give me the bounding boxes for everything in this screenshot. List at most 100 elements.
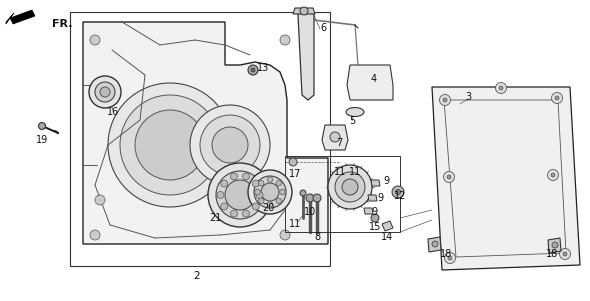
Circle shape xyxy=(267,202,273,207)
Circle shape xyxy=(563,252,567,256)
Circle shape xyxy=(280,230,290,240)
Text: 7: 7 xyxy=(336,138,342,148)
Circle shape xyxy=(306,194,314,202)
Circle shape xyxy=(89,76,121,108)
Circle shape xyxy=(448,256,452,260)
Circle shape xyxy=(395,190,401,194)
Polygon shape xyxy=(428,237,441,252)
Text: 19: 19 xyxy=(36,135,48,145)
Circle shape xyxy=(248,65,258,75)
Circle shape xyxy=(100,87,110,97)
Bar xyxy=(70,12,330,266)
Polygon shape xyxy=(364,208,373,214)
Circle shape xyxy=(108,83,232,207)
Circle shape xyxy=(120,95,220,195)
Circle shape xyxy=(90,35,100,45)
Circle shape xyxy=(231,173,237,180)
Circle shape xyxy=(551,173,555,177)
Polygon shape xyxy=(347,65,393,100)
Circle shape xyxy=(190,105,270,185)
Circle shape xyxy=(221,180,228,187)
Text: 17: 17 xyxy=(289,169,301,179)
Circle shape xyxy=(95,195,105,205)
Text: 20: 20 xyxy=(262,203,274,213)
Text: 18: 18 xyxy=(440,249,452,259)
Text: 11: 11 xyxy=(334,167,346,177)
Polygon shape xyxy=(382,221,393,231)
Text: 9: 9 xyxy=(383,176,389,186)
Polygon shape xyxy=(83,22,328,244)
Circle shape xyxy=(212,127,248,163)
Circle shape xyxy=(559,249,571,259)
Circle shape xyxy=(328,165,372,209)
Circle shape xyxy=(548,169,559,181)
Ellipse shape xyxy=(346,107,364,116)
Circle shape xyxy=(248,170,292,214)
Text: 21: 21 xyxy=(209,213,221,223)
Circle shape xyxy=(267,177,273,182)
Circle shape xyxy=(242,173,250,180)
Circle shape xyxy=(552,92,562,104)
Polygon shape xyxy=(10,10,35,24)
Bar xyxy=(285,156,400,232)
Circle shape xyxy=(258,180,264,186)
Polygon shape xyxy=(293,8,315,14)
Text: FR.: FR. xyxy=(52,19,73,29)
Circle shape xyxy=(242,210,250,217)
Circle shape xyxy=(276,198,281,204)
Text: 8: 8 xyxy=(314,232,320,242)
Circle shape xyxy=(256,191,263,198)
Circle shape xyxy=(225,180,255,210)
Circle shape xyxy=(254,176,286,208)
Circle shape xyxy=(499,86,503,90)
Text: 3: 3 xyxy=(465,92,471,102)
Text: 12: 12 xyxy=(394,191,406,201)
Text: 11: 11 xyxy=(349,167,361,177)
Circle shape xyxy=(300,190,306,196)
Polygon shape xyxy=(322,125,348,150)
Circle shape xyxy=(38,123,45,129)
Polygon shape xyxy=(371,180,380,186)
Circle shape xyxy=(221,203,228,210)
Circle shape xyxy=(258,198,264,204)
Text: 9: 9 xyxy=(371,207,377,217)
Circle shape xyxy=(342,179,358,195)
Text: 18: 18 xyxy=(546,249,558,259)
Circle shape xyxy=(555,96,559,100)
Circle shape xyxy=(217,191,224,198)
Text: 5: 5 xyxy=(349,116,355,126)
Text: 10: 10 xyxy=(304,207,316,217)
Text: 16: 16 xyxy=(107,107,119,117)
Circle shape xyxy=(289,158,297,166)
Circle shape xyxy=(135,110,205,180)
Circle shape xyxy=(255,189,260,195)
Circle shape xyxy=(280,189,286,195)
Circle shape xyxy=(280,35,290,45)
Circle shape xyxy=(440,95,451,105)
Polygon shape xyxy=(432,87,580,270)
Polygon shape xyxy=(548,238,561,253)
Circle shape xyxy=(444,253,455,263)
Circle shape xyxy=(300,7,308,15)
Circle shape xyxy=(95,82,115,102)
Circle shape xyxy=(330,132,340,142)
Circle shape xyxy=(251,68,255,72)
Text: 11: 11 xyxy=(289,219,301,229)
Circle shape xyxy=(335,172,365,202)
Text: 9: 9 xyxy=(377,193,383,203)
Text: 4: 4 xyxy=(371,74,377,84)
Circle shape xyxy=(261,183,279,201)
Text: 15: 15 xyxy=(369,222,381,232)
Circle shape xyxy=(231,210,237,217)
Polygon shape xyxy=(298,10,314,100)
Circle shape xyxy=(90,230,100,240)
Polygon shape xyxy=(6,13,14,24)
Circle shape xyxy=(95,95,105,105)
Text: 13: 13 xyxy=(257,63,269,73)
Circle shape xyxy=(496,82,506,94)
Circle shape xyxy=(216,171,264,219)
Circle shape xyxy=(253,203,259,210)
Circle shape xyxy=(443,98,447,102)
Text: 6: 6 xyxy=(320,23,326,33)
Circle shape xyxy=(447,175,451,179)
